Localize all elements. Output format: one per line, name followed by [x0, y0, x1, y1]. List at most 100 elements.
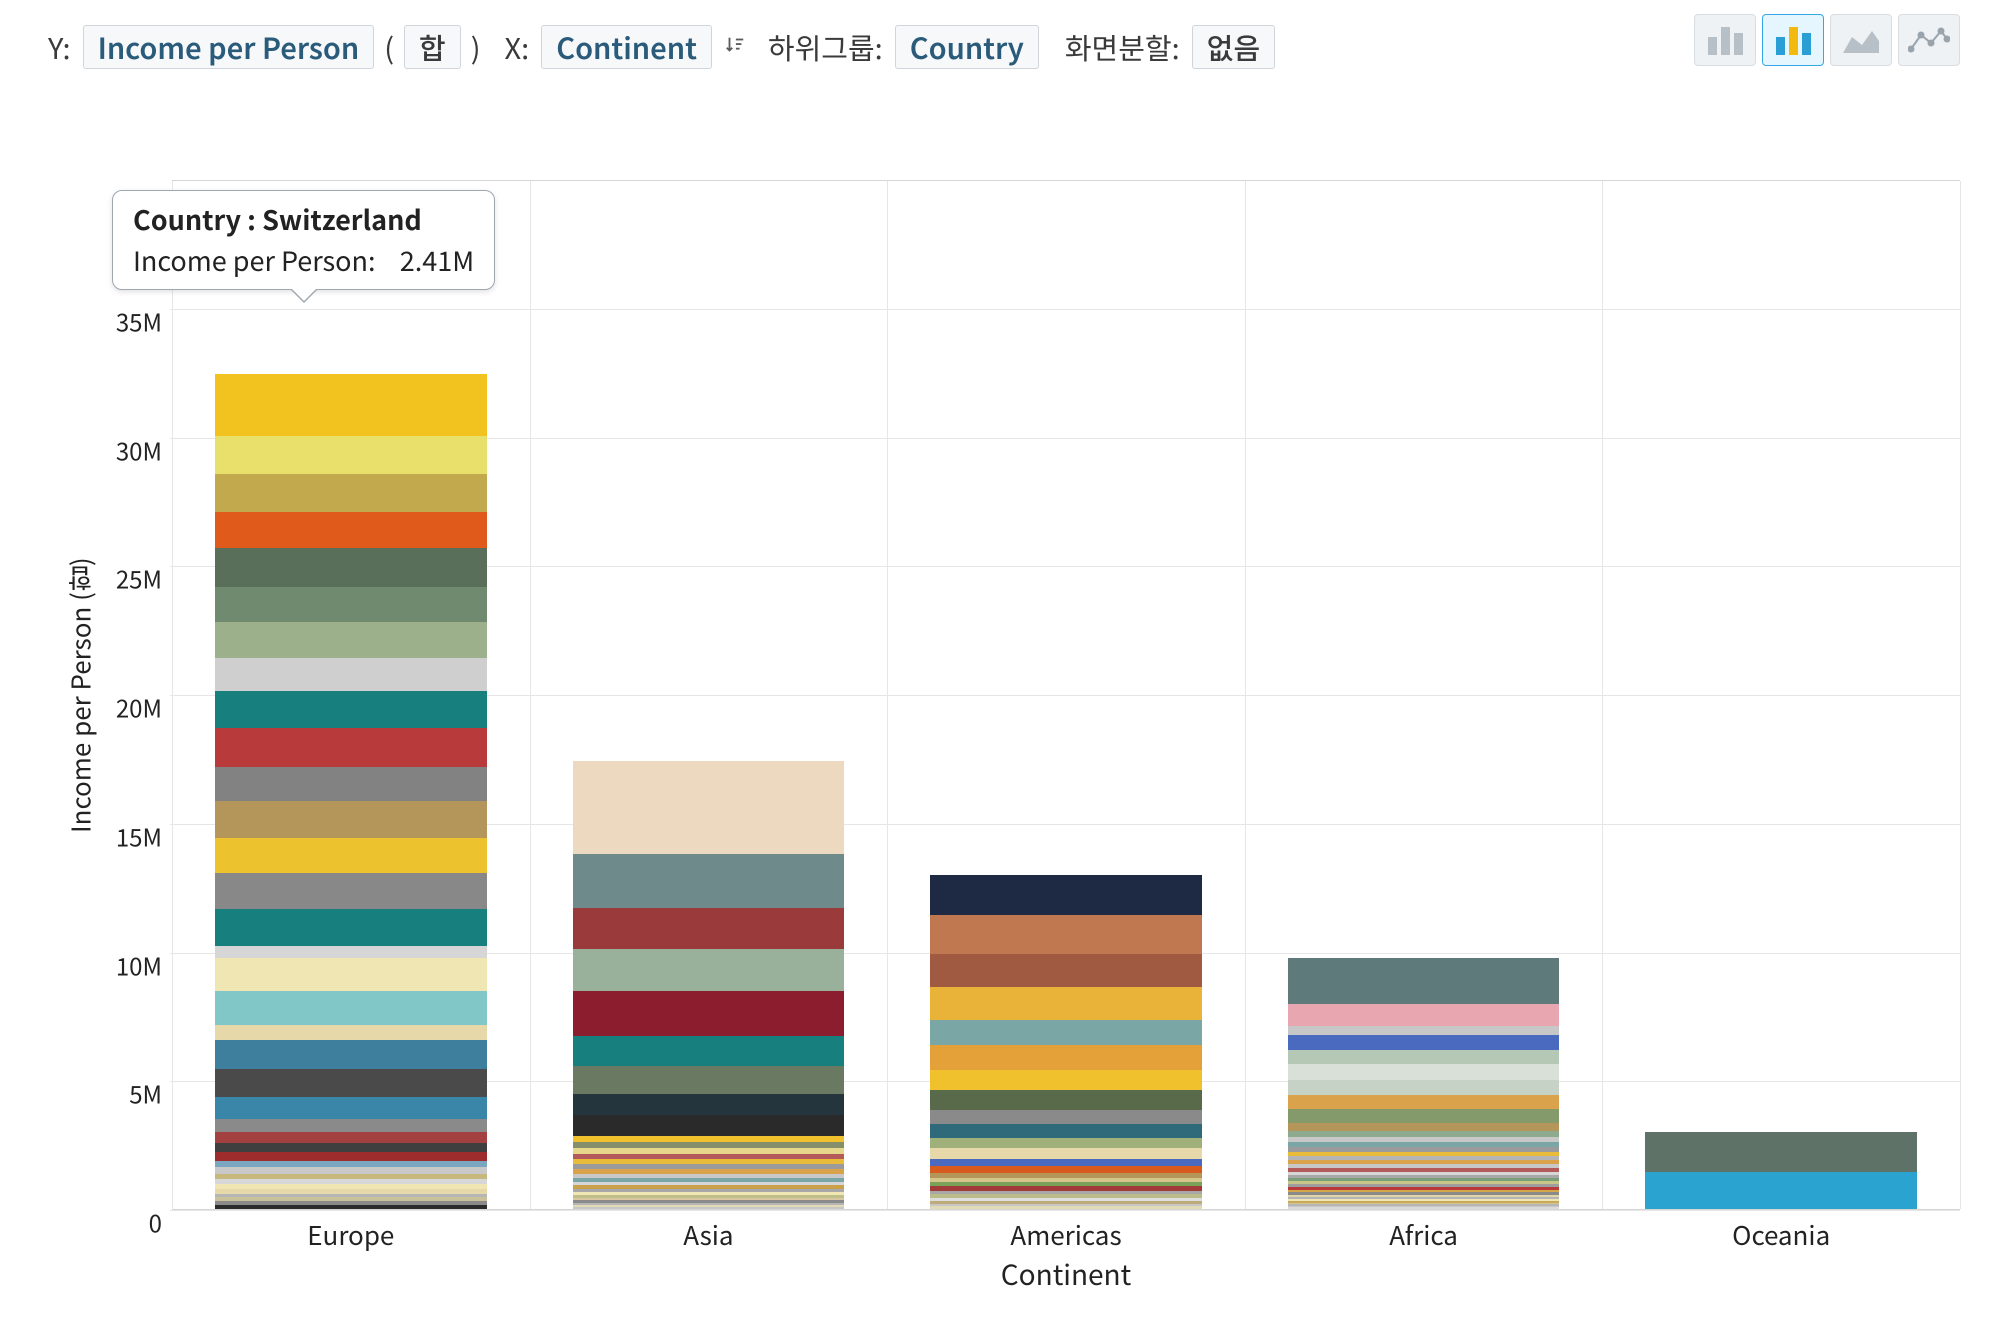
bar-segment[interactable]	[215, 946, 487, 958]
bar-segment[interactable]	[1288, 1004, 1560, 1025]
bar-segment[interactable]	[1288, 1026, 1560, 1035]
bar-segment[interactable]	[215, 991, 487, 1024]
subgroup-prefix: 하위그룹:	[768, 26, 883, 68]
hover-tooltip: Country : Switzerland Income per Person:…	[112, 190, 495, 290]
bar-segment[interactable]	[930, 1138, 1202, 1148]
stacked-bar[interactable]	[215, 374, 487, 1209]
x-field-pill[interactable]: Continent	[541, 25, 712, 69]
bar-segment[interactable]	[930, 1206, 1202, 1209]
bar-segment[interactable]	[215, 1205, 487, 1209]
x-divider	[172, 181, 173, 1209]
bar-segment[interactable]	[930, 1166, 1202, 1173]
bar-segment[interactable]	[930, 1045, 1202, 1069]
bar-segment[interactable]	[930, 987, 1202, 1019]
page-root: Y: Income per Person ( 합 ) X: Continent …	[0, 0, 2000, 1333]
stacked-bar[interactable]	[930, 875, 1202, 1209]
bar-segment[interactable]	[573, 854, 845, 908]
chart-type-switch	[1694, 14, 1960, 66]
bar-segment[interactable]	[215, 1040, 487, 1068]
bar-segment[interactable]	[930, 1070, 1202, 1091]
chart-type-bar-colored-button[interactable]	[1762, 14, 1824, 66]
chart-type-area-button[interactable]	[1830, 14, 1892, 66]
chart-type-line-button[interactable]	[1898, 14, 1960, 66]
subgroup-pill[interactable]: Country	[895, 25, 1039, 69]
bar-segment[interactable]	[573, 1136, 845, 1143]
bar-segment[interactable]	[930, 1124, 1202, 1138]
split-pill[interactable]: 없음	[1192, 25, 1275, 69]
bar-segment[interactable]	[930, 954, 1202, 987]
bar-segment[interactable]	[215, 474, 487, 511]
bar-segment[interactable]	[573, 949, 845, 991]
agg-pill[interactable]: 합	[404, 25, 461, 69]
y-axis-label: Income per Person (합)	[60, 180, 100, 1210]
x-tick-label: Asia	[683, 1216, 733, 1253]
bar-segment[interactable]	[215, 1143, 487, 1151]
bar-segment[interactable]	[573, 991, 845, 1036]
chart-area: Income per Person (합) 05M10M15M20M25M30M…	[60, 180, 1960, 1290]
bar-segment[interactable]	[215, 436, 487, 475]
bar-segment[interactable]	[215, 838, 487, 873]
bar-segment[interactable]	[1288, 1035, 1560, 1050]
bar-segment[interactable]	[215, 1152, 487, 1161]
bar-segment[interactable]	[215, 767, 487, 800]
bar-segment[interactable]	[573, 908, 845, 949]
bar-segment[interactable]	[930, 1090, 1202, 1109]
bar-segment[interactable]	[573, 761, 845, 854]
x-divider	[887, 181, 888, 1209]
bar-segment[interactable]	[215, 873, 487, 909]
bar-segment[interactable]	[215, 548, 487, 587]
bar-segment[interactable]	[215, 801, 487, 838]
bar-segment[interactable]	[1288, 1064, 1560, 1079]
bar-segment[interactable]	[215, 587, 487, 622]
stacked-bar[interactable]	[573, 761, 845, 1209]
y-tick-label: 5M	[102, 1076, 162, 1111]
bar-segment[interactable]	[215, 658, 487, 691]
sort-desc-icon[interactable]	[724, 31, 746, 63]
bar-segment[interactable]	[215, 1097, 487, 1119]
bar-segment[interactable]	[573, 1066, 845, 1094]
bar-segment[interactable]	[215, 909, 487, 946]
stacked-bar[interactable]	[1645, 1132, 1917, 1209]
bar-segment[interactable]	[1288, 1080, 1560, 1095]
bar-segment[interactable]	[1288, 1123, 1560, 1130]
bar-segment[interactable]	[1288, 1050, 1560, 1064]
bar-segment[interactable]	[930, 875, 1202, 915]
bar-segment[interactable]	[573, 1207, 845, 1209]
bar-segment[interactable]	[1288, 958, 1560, 1004]
bar-segment[interactable]	[215, 728, 487, 767]
y-tick-label: 0	[102, 1205, 162, 1240]
bar-segment[interactable]	[215, 374, 487, 436]
y-tick-label: 30M	[102, 432, 162, 467]
bar-segment[interactable]	[1288, 1095, 1560, 1109]
bar-segment[interactable]	[1288, 1207, 1560, 1209]
bar-segment[interactable]	[1645, 1172, 1917, 1209]
y-field-pill[interactable]: Income per Person	[83, 25, 375, 69]
tooltip-arrow-icon	[290, 289, 318, 303]
bar-segment[interactable]	[930, 1159, 1202, 1166]
bar-segment[interactable]	[930, 1148, 1202, 1158]
bar-segment[interactable]	[573, 1115, 845, 1136]
bar-segment[interactable]	[930, 1020, 1202, 1046]
y-tick-label: 10M	[102, 947, 162, 982]
bar-segment[interactable]	[215, 691, 487, 728]
stacked-bar[interactable]	[1288, 958, 1560, 1209]
bar-segment[interactable]	[215, 1025, 487, 1041]
bar-segment[interactable]	[215, 1119, 487, 1132]
x-tick-label: Oceania	[1732, 1216, 1830, 1253]
bar-segment[interactable]	[930, 1110, 1202, 1124]
bar-segment[interactable]	[573, 1036, 845, 1066]
bar-segment[interactable]	[215, 1132, 487, 1144]
bar-segment[interactable]	[215, 512, 487, 549]
bar-segment[interactable]	[573, 1094, 845, 1115]
bar-segment[interactable]	[1645, 1132, 1917, 1172]
bar-segment[interactable]	[215, 622, 487, 658]
y-axis: 05M10M15M20M25M30M35M	[102, 180, 170, 1210]
y-tick-label: 35M	[102, 303, 162, 338]
y-tick-label: 15M	[102, 818, 162, 853]
bar-segment[interactable]	[1288, 1109, 1560, 1123]
bar-segment[interactable]	[215, 958, 487, 991]
bar-segment[interactable]	[215, 1069, 487, 1097]
tooltip-metric-value: 2.41M	[400, 240, 474, 279]
bar-segment[interactable]	[930, 915, 1202, 954]
chart-type-bar-grouped-button[interactable]	[1694, 14, 1756, 66]
